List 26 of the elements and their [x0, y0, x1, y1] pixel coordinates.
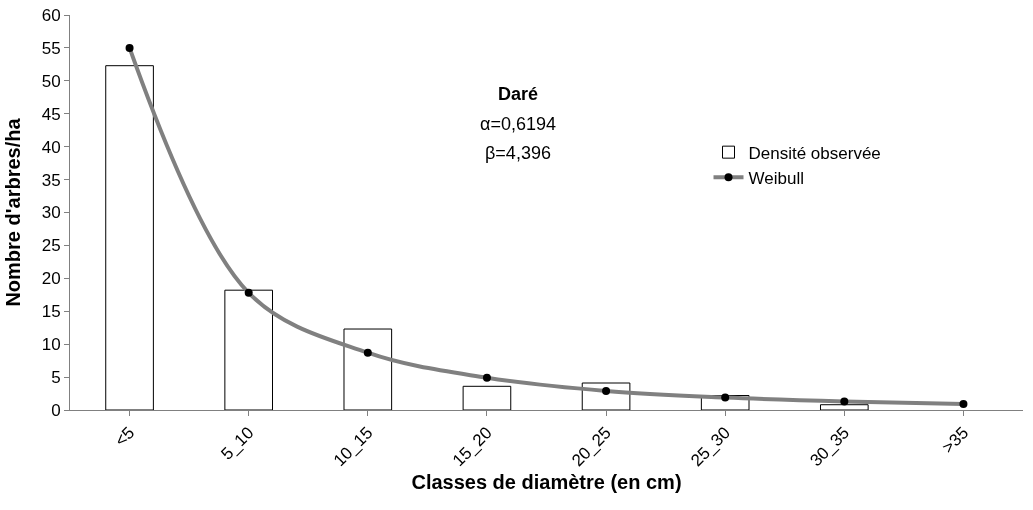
y-tick-label: 60 [41, 5, 61, 25]
y-tick-label: 35 [41, 170, 61, 190]
annotation: α=0,6194 [480, 114, 556, 134]
bar [462, 385, 512, 410]
y-axis-title: Nombre d'arbres/ha [2, 117, 24, 307]
y-tick-label: 55 [41, 38, 61, 58]
x-tick-label: <5 [111, 423, 139, 451]
y-tick-label: 15 [41, 302, 61, 322]
x-tick-label: >35 [938, 423, 973, 458]
y-tick-label: 50 [41, 71, 61, 91]
bar [224, 289, 274, 410]
y-tick-label: 30 [41, 203, 61, 223]
y-tick-label: 25 [41, 236, 61, 256]
y-tick-label: 20 [41, 269, 61, 289]
legend-label: Weibull [748, 168, 804, 188]
x-axis-title: Classes de diamètre (en cm) [411, 470, 682, 493]
y-tick-label: 45 [41, 104, 61, 124]
y-tick-label: 40 [41, 137, 61, 157]
bar [105, 65, 154, 410]
bar [343, 328, 393, 410]
annotation: β=4,396 [485, 143, 551, 163]
legend-label: Densité observée [748, 143, 881, 163]
y-tick-label: 0 [51, 400, 61, 420]
annotation: Daré [498, 84, 539, 104]
y-tick-label: 10 [41, 335, 61, 355]
y-tick-label: 5 [51, 368, 61, 388]
